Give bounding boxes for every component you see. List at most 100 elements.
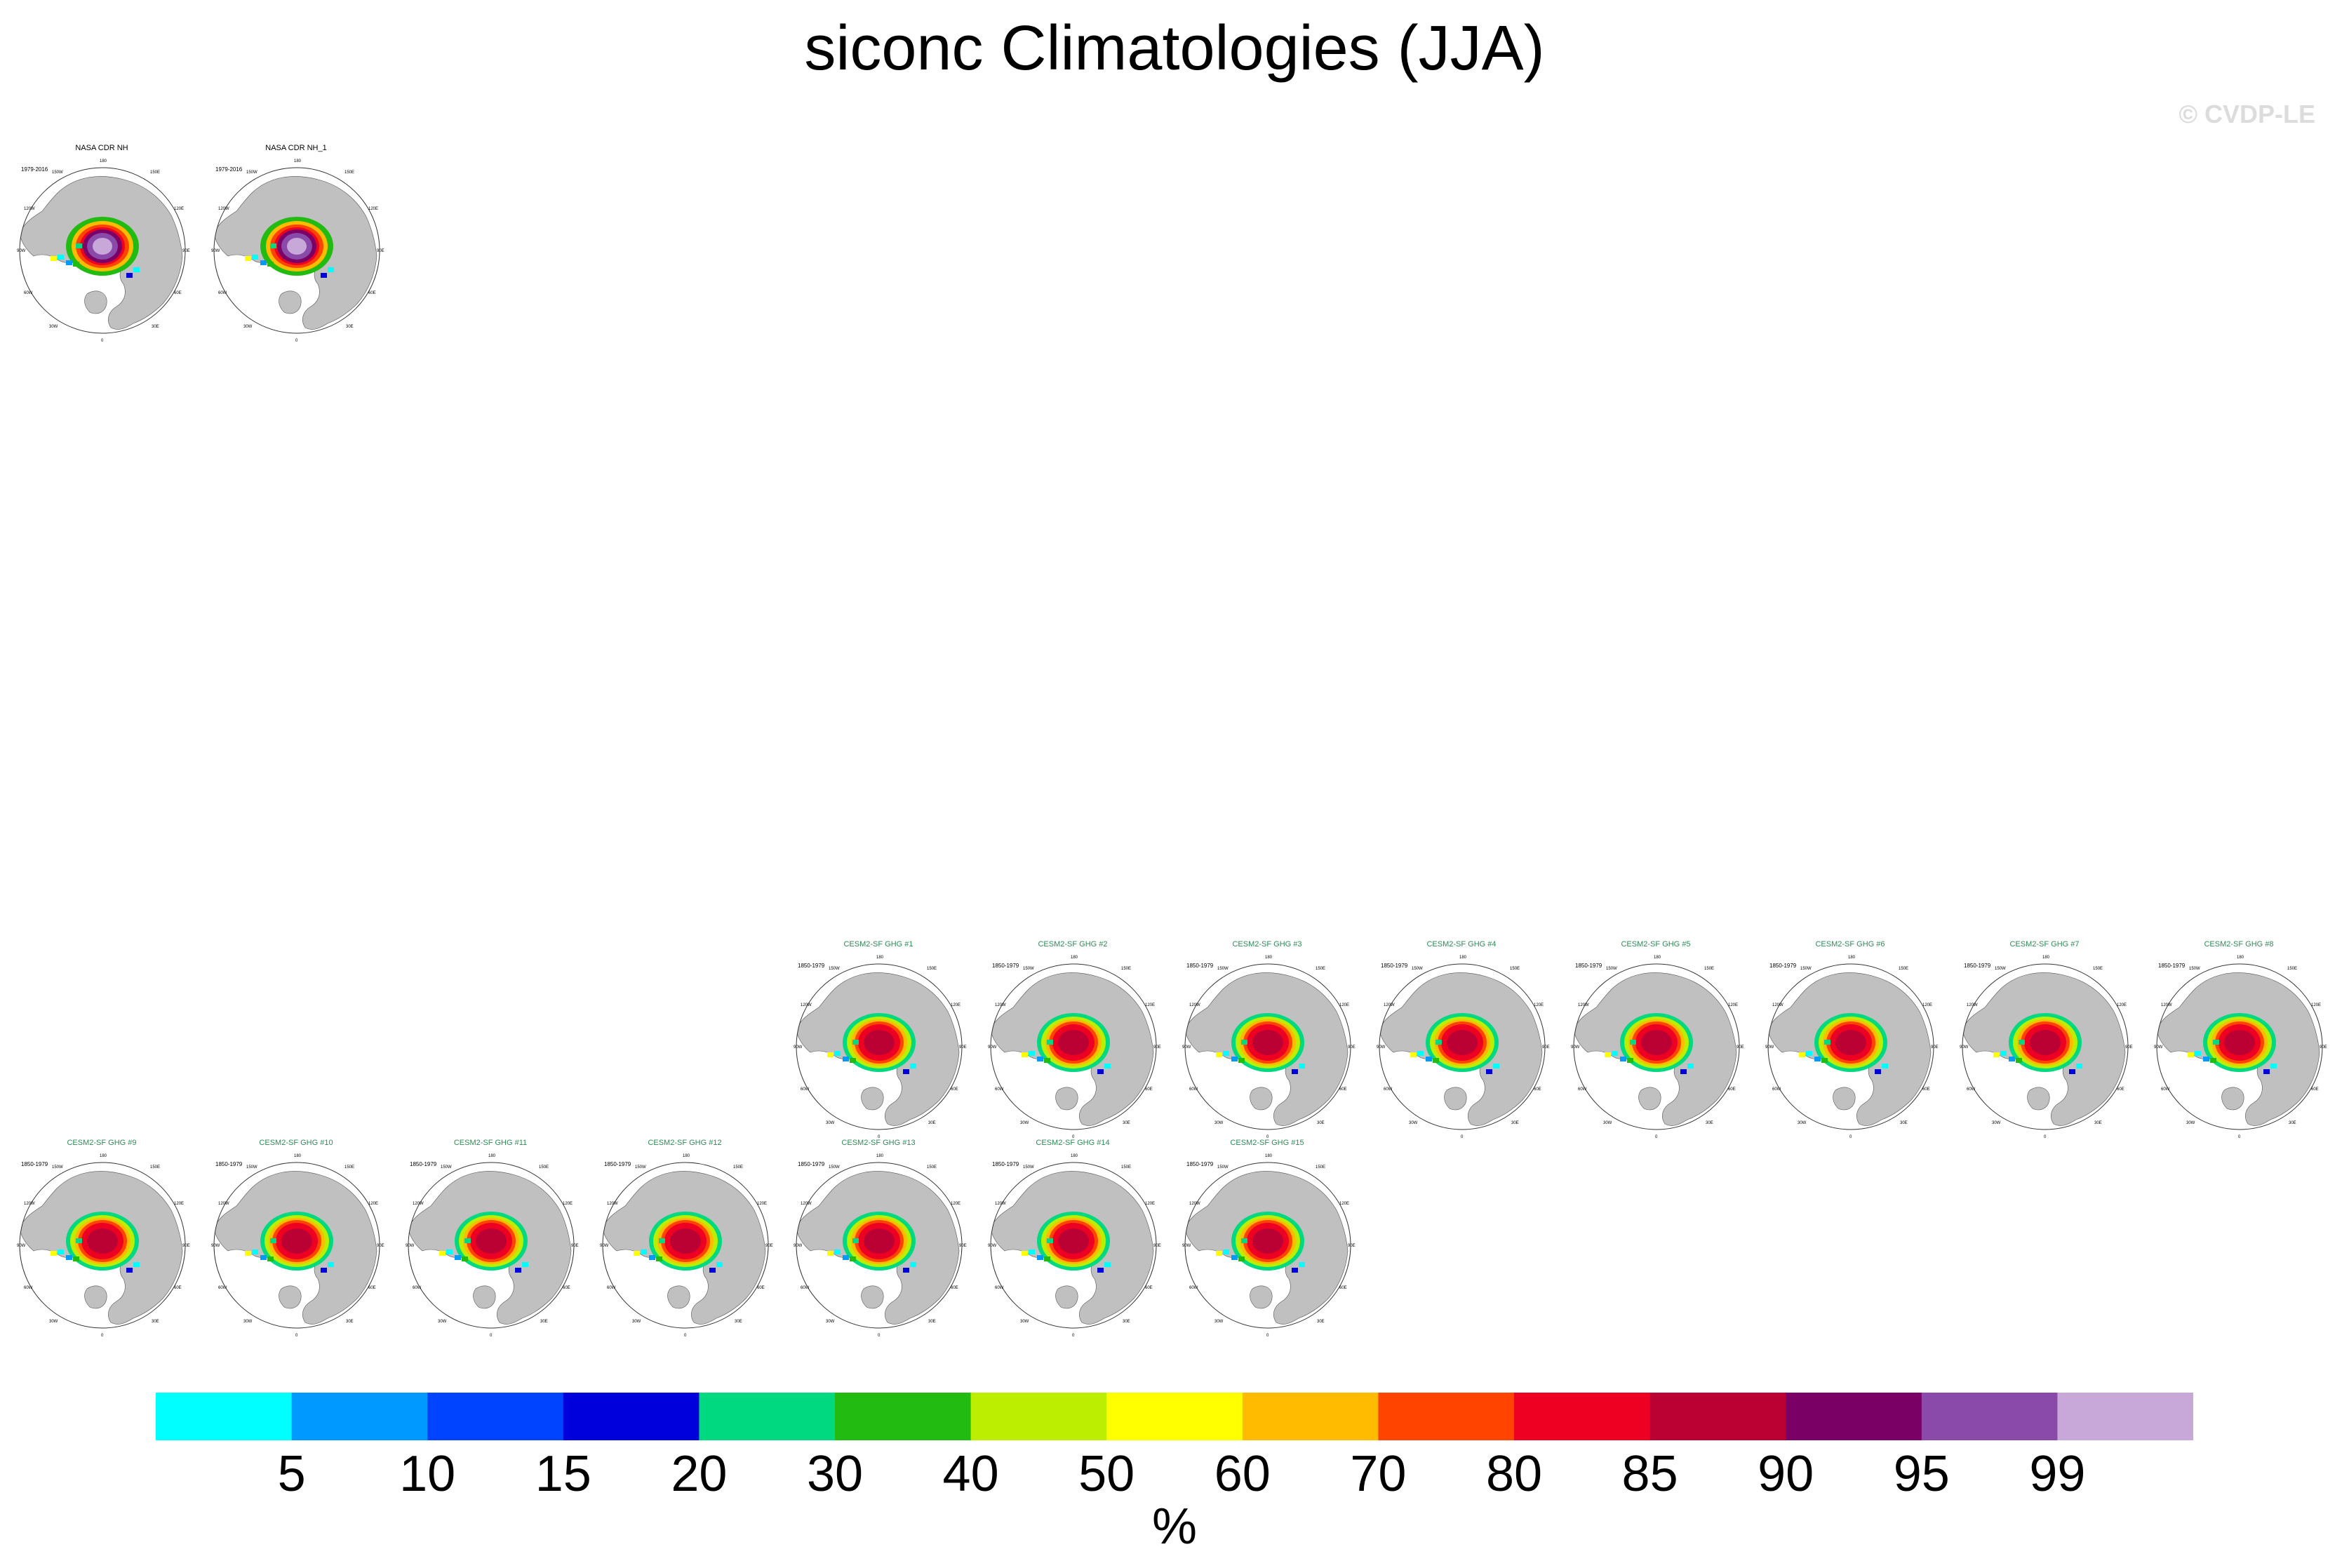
longitude-label: 150E [927, 967, 937, 971]
longitude-label: 120E [1339, 1202, 1350, 1206]
panel-title: CESM2-SF GHG #4 [1426, 940, 1497, 949]
map-panel: CESM2-SF GHG #11 1850-1979 180 150W 150E 120W… [403, 1139, 579, 1339]
panel-title: CESM2-SF GHG #5 [1621, 940, 1691, 949]
longitude-label: 90W [17, 1244, 26, 1248]
longitude-label: 180 [294, 159, 302, 163]
land [408, 1171, 572, 1325]
sea-ice-patch [245, 1251, 251, 1256]
longitude-label: 60E [951, 1087, 958, 1092]
panel-title: CESM2-SF GHG #13 [841, 1139, 916, 1147]
longitude-label: 90E [959, 1045, 967, 1050]
map-content [991, 964, 1156, 1130]
map-panel: NASA CDR NH 1979-2016 180 150W 150E 120W 120E 9… [14, 144, 190, 344]
sea-ice-patch [270, 1238, 276, 1243]
polar-map [19, 167, 186, 334]
map-border [2156, 963, 2323, 1130]
map-content [1185, 1162, 1351, 1328]
sea-ice-field [1641, 1030, 1672, 1055]
longitude-label: 30E [1317, 1320, 1325, 1324]
longitude-label: 180 [294, 1154, 302, 1158]
longitude-label: 30W [438, 1320, 447, 1324]
longitude-label: 150E [1121, 967, 1132, 971]
map-panel: CESM2-SF GHG #10 1850-1979 180 150W 150E 120W… [208, 1139, 384, 1339]
longitude-label: 30E [152, 1320, 159, 1324]
longitude-label: 30W [1214, 1320, 1224, 1324]
panel-period: 1850-1979 [2158, 963, 2186, 969]
sea-ice-field [1447, 1030, 1478, 1055]
longitude-label: 90E [2125, 1045, 2133, 1050]
sea-ice-patch [1417, 1051, 1424, 1056]
longitude-label: 30E [1511, 1121, 1519, 1125]
longitude-label: 150E [1704, 967, 1715, 971]
longitude-label: 60E [757, 1286, 765, 1290]
polar-map [2156, 963, 2323, 1130]
polar-map [990, 1162, 1157, 1329]
sea-ice-patch [2016, 1058, 2022, 1063]
map-content [991, 1162, 1156, 1328]
sea-ice-patch [1612, 1051, 1618, 1056]
longitude-label: 150E [2093, 967, 2103, 971]
sea-ice-patch [2203, 1057, 2209, 1061]
longitude-label: 0 [1266, 1135, 1269, 1139]
longitude-label: 30W [49, 325, 58, 329]
colorbar-swatch [1378, 1393, 1515, 1440]
longitude-label: 120W [218, 207, 229, 211]
map-panel: CESM2-SF GHG #7 1850-1979 180 150W 150E 120W 1… [1957, 940, 2133, 1140]
polar-map [990, 963, 1157, 1130]
sea-ice-patch [1047, 1040, 1053, 1045]
sea-ice-patch [58, 255, 64, 260]
figure-title: siconc Climatologies (JJA) [804, 13, 1545, 83]
sea-ice-field [1252, 1228, 1283, 1254]
longitude-label: 30W [1020, 1320, 1029, 1324]
longitude-label: 90W [794, 1045, 803, 1050]
sea-ice-patch [1821, 1058, 1828, 1063]
map-border [1962, 963, 2129, 1130]
sea-ice-patch [1299, 1262, 1305, 1267]
colorbar-swatch [1242, 1393, 1379, 1440]
land [214, 1171, 377, 1325]
longitude-label: 120E [1339, 1003, 1350, 1007]
polar-map [1962, 963, 2129, 1130]
sea-ice-patch [2263, 1069, 2270, 1074]
longitude-label: 120E [174, 1202, 185, 1206]
longitude-label: 0 [1072, 1135, 1075, 1139]
sea-ice-patch [1620, 1057, 1626, 1061]
longitude-label: 60W [218, 291, 227, 295]
map-border [213, 167, 380, 334]
longitude-label: 90W [1765, 1045, 1774, 1050]
land [1768, 972, 1932, 1126]
sea-ice-patch [1436, 1040, 1442, 1045]
sea-ice-patch [1875, 1069, 1881, 1074]
longitude-label: 150E [1510, 967, 1520, 971]
longitude-label: 60E [1145, 1286, 1153, 1290]
sea-ice-patch [1097, 1069, 1104, 1074]
longitude-label: 150W [1217, 967, 1229, 971]
longitude-label: 90W [211, 1244, 220, 1248]
longitude-label: 60E [174, 1286, 182, 1290]
sea-ice-field [87, 1228, 118, 1254]
sea-ice-patch [439, 1251, 446, 1256]
sea-ice-patch [1238, 1257, 1245, 1261]
panel-title: CESM2-SF GHG #7 [2009, 940, 2080, 949]
longitude-label: 120W [1189, 1003, 1200, 1007]
sea-ice-field [476, 1228, 507, 1254]
longitude-label: 90W [1182, 1045, 1191, 1050]
sea-ice-patch [649, 1255, 655, 1260]
longitude-label: 120E [1145, 1003, 1156, 1007]
longitude-label: 90W [988, 1045, 997, 1050]
sea-ice-patch [1029, 1249, 1035, 1254]
longitude-label: 60W [995, 1286, 1004, 1290]
sea-ice-patch [1037, 1255, 1043, 1260]
sea-ice-patch [1680, 1069, 1687, 1074]
map-content [1379, 964, 1545, 1130]
sea-ice-patch [910, 1064, 916, 1068]
sea-ice-patch [827, 1251, 834, 1256]
longitude-label: 60W [607, 1286, 616, 1290]
longitude-label: 90W [794, 1244, 803, 1248]
sea-ice-patch [2213, 1040, 2219, 1045]
map-content [214, 168, 380, 333]
sea-ice-patch [260, 1255, 267, 1260]
sea-ice-patch [2000, 1051, 2007, 1056]
longitude-label: 120W [218, 1202, 229, 1206]
longitude-label: 120W [2161, 1003, 2172, 1007]
